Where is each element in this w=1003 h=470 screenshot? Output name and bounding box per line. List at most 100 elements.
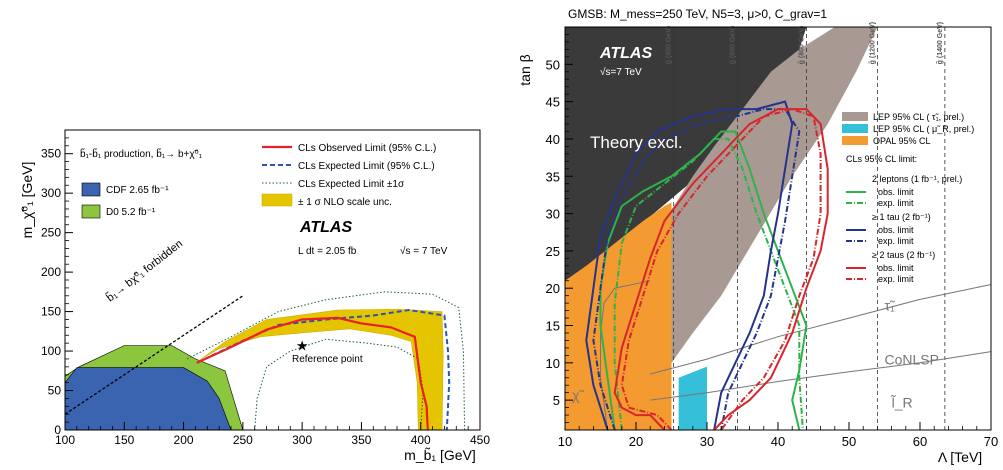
legend-swatch-nlo (261, 193, 293, 207)
legend-exp-label: exp. limit (878, 236, 914, 246)
y-tick-label: 15 (546, 319, 560, 334)
gluino-mass-label: g̃ (1400 GeV) (937, 22, 944, 64)
left-lumi-label: L dt = 2.05 fb (298, 246, 357, 257)
expected-band-lower (254, 338, 424, 431)
prior-legend-label: CDF 2.65 fb⁻¹ (106, 185, 169, 196)
legend-fill-swatch (842, 124, 868, 133)
prior-legend-label: D0 5.2 fb⁻¹ (106, 207, 156, 218)
x-tick-label: 70 (984, 434, 998, 449)
y-tick-label: 0 (54, 423, 61, 437)
x-tick-label: 450 (470, 433, 490, 447)
y-tick-label: 5 (553, 393, 560, 408)
left-process-label: b̃₁-b̃₁ production, b̃₁→ b+χ̃⁰₁ (80, 147, 203, 160)
y-tick-label: 35 (546, 169, 560, 184)
legend-group-title: ≥ 2 taus (2 fb⁻¹) (872, 250, 935, 260)
two-lepton-exp-line (613, 137, 804, 431)
nlsp-boundary-curve (650, 351, 992, 401)
prior-legend-swatch (81, 182, 101, 197)
y-tick-label: 250 (41, 226, 61, 240)
region-label: CoNLSP (885, 351, 939, 367)
y-tick-label: 10 (546, 356, 560, 371)
y-tick-label: 40 (546, 132, 560, 147)
legend-fill-swatch (842, 112, 868, 121)
x-tick-label: 400 (411, 433, 431, 447)
region-label: l̃_R (890, 394, 913, 411)
expected-band-upper (186, 291, 466, 431)
y-tick-label: 25 (546, 244, 560, 259)
right-chart: GMSB: M_mess=250 TeV, N5=3, μ>0, C_grav=… (517, 7, 998, 465)
legend-obs-label: obs. limit (878, 225, 914, 235)
legend-obs-label: obs. limit (878, 263, 914, 273)
x-tick-label: 20 (629, 434, 643, 449)
legend-header: CLs 95% CL limit: (846, 154, 917, 164)
y-tick-label: 30 (546, 207, 560, 222)
x-tick-label: 200 (174, 433, 194, 447)
left-ylabel: m_χ̃⁰₁ [GeV] (19, 162, 35, 239)
x-tick-label: 300 (292, 433, 312, 447)
theory-excluded-region (565, 27, 807, 281)
legend-exp-label: exp. limit (878, 274, 914, 284)
left-prior-legend: CDF 2.65 fb⁻¹ D0 5.2 fb⁻¹ (81, 182, 169, 219)
right-legend: LEP 95% CL ( τ̃₁, prel.) LEP 95% CL ( μ̃_… (842, 112, 974, 284)
legend-fill-label: OPAL 95% CL (873, 136, 931, 146)
legend-obs-label: obs. limit (878, 187, 914, 197)
y-tick-label: 100 (41, 344, 61, 358)
legend-exp-label: exp. limit (878, 198, 914, 208)
x-tick-label: 50 (842, 434, 856, 449)
left-energy-label: √s = 7 TeV (400, 245, 448, 257)
legend-label-exp: CLs Expected Limit (95% C.L.) (298, 161, 435, 172)
x-tick-label: 30 (700, 434, 714, 449)
left-legend: CLs Observed Limit (95% C.L.) CLs Expecte… (261, 143, 436, 208)
right-experiment-label: ATLAS (599, 45, 652, 62)
legend-fill-label: LEP 95% CL ( μ̃_R, prel.) (873, 124, 974, 134)
x-tick-label: 250 (233, 433, 253, 447)
legend-label-obs: CLs Observed Limit (95% C.L.) (298, 143, 436, 154)
gluino-mass-label: g̃ (400 GeV) (666, 26, 673, 65)
left-axis-ticks: 100 150 200 250 300 350 400 450 0 50 100 150 200 250 3… (41, 137, 490, 447)
legend-label-nlo: ± 1 σ NLO scale unc. (298, 197, 392, 208)
right-xlabel: Λ [TeV] (938, 449, 982, 465)
legend-fill-swatch (842, 136, 868, 145)
y-tick-label: 50 (48, 384, 62, 398)
y-tick-label: 300 (41, 186, 61, 200)
left-forbidden-label: b̃₁→ bχ̃⁰₁ forbidden (104, 237, 185, 304)
left-xlabel: m_b̃₁ [GeV] (404, 447, 476, 463)
right-theory-label: Theory excl. (590, 133, 683, 152)
legend-group-title: ≥ 1 tau (2 fb⁻¹) (872, 212, 931, 222)
expected-limit-line (204, 308, 451, 431)
legend-fill-label: LEP 95% CL ( τ̃₁, prel.) (873, 112, 964, 122)
right-axis-ticks: 10 20 30 40 50 60 70 5 10 15 20 25 30 35 40 45 50 (546, 34, 998, 449)
two-tau-obs-line (613, 108, 829, 431)
one-tau-exp-line (592, 108, 801, 431)
y-tick-label: 20 (546, 281, 560, 296)
reference-point-marker: ★ (296, 338, 309, 354)
prior-legend-swatch (81, 204, 101, 219)
y-tick-label: 200 (41, 265, 61, 279)
gluino-mass-label: g̃ (600 GeV) (730, 26, 737, 65)
x-tick-label: 10 (558, 434, 572, 449)
region-label: τ̃₁ (885, 298, 896, 314)
right-energy-label: √s=7 TeV (600, 66, 642, 78)
y-tick-label: 45 (546, 95, 560, 110)
x-tick-label: 350 (351, 433, 371, 447)
gluino-mass-label: g̃ (800 GeV) (798, 26, 805, 65)
two-tau-exp-line (620, 108, 822, 431)
y-tick-label: 150 (41, 305, 61, 319)
left-reference-label: Reference point (292, 354, 363, 365)
y-tick-label: 50 (546, 57, 560, 72)
left-line-layer: ★ (64, 291, 466, 431)
left-chart: ★ 100 150 200 250 300 350 400 450 0 50 100 150 200 25… (19, 129, 490, 463)
x-tick-label: 60 (913, 434, 927, 449)
legend-group-title: 2 leptons (1 fb⁻¹, prel.) (872, 174, 962, 184)
right-fill-layer (565, 27, 878, 430)
legend-label-band: CLs Expected Limit ±1σ (298, 179, 405, 190)
lep-smuon-region (678, 366, 707, 430)
lep-stau-region (671, 27, 878, 430)
right-ylabel: tan β (517, 54, 533, 85)
x-tick-label: 40 (771, 434, 785, 449)
observed-limit-line (196, 316, 429, 431)
x-tick-label: 100 (55, 433, 75, 447)
x-tick-label: 150 (114, 433, 134, 447)
left-experiment-label: ATLAS (299, 219, 352, 236)
